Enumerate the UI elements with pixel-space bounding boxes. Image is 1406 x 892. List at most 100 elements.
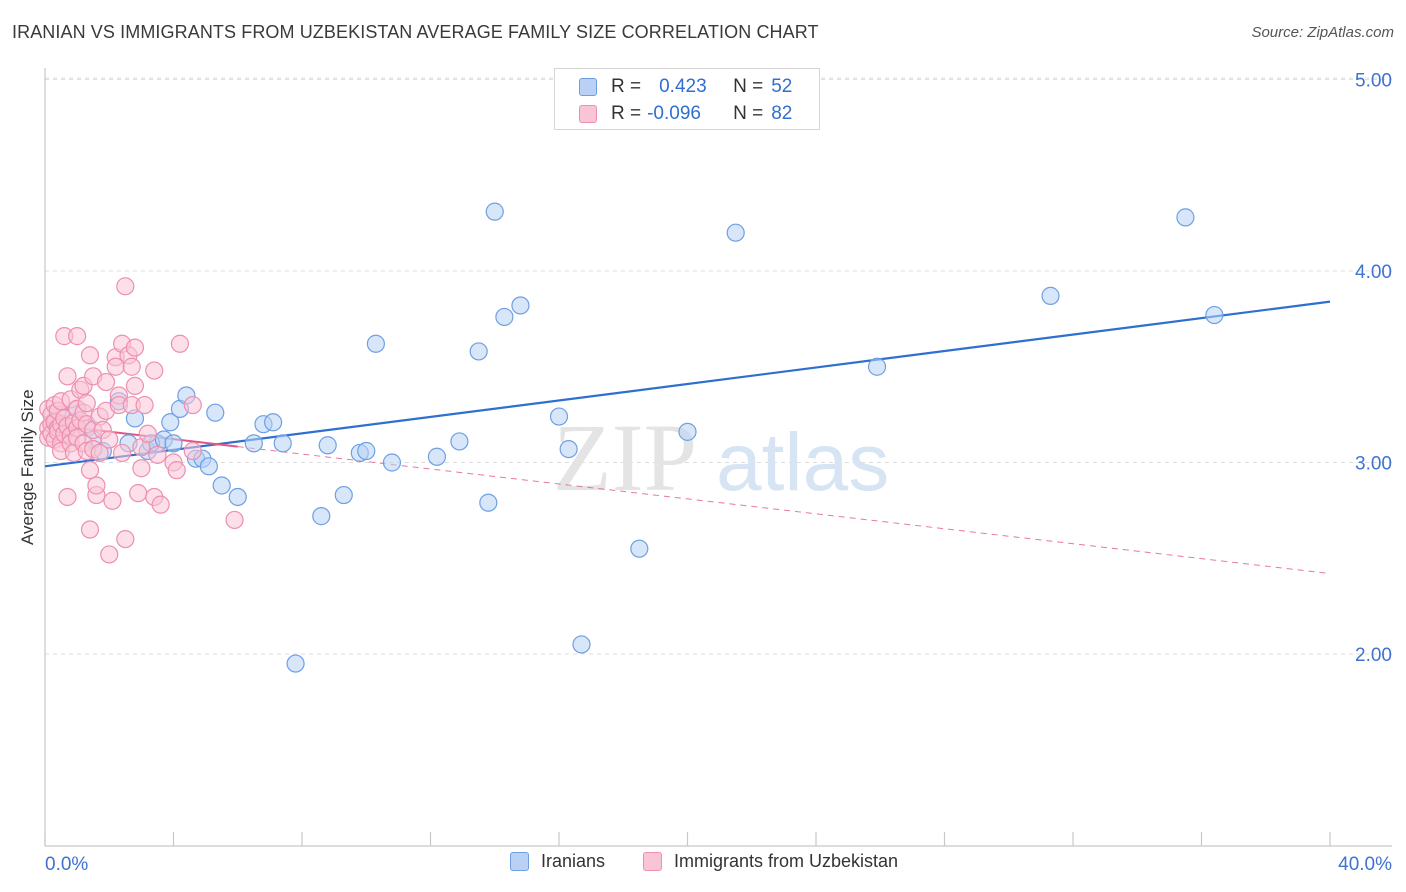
r-value: 0.423 <box>659 76 707 97</box>
stats-row-iranians: R = 0.423 N = 52 <box>579 75 792 99</box>
point-iranians <box>511 296 530 315</box>
point-iranians <box>427 447 447 466</box>
point-iranians <box>1176 208 1195 227</box>
point-uzbekistan <box>116 529 135 549</box>
point-iranians <box>273 434 292 453</box>
point-iranians <box>357 441 376 461</box>
x-tick-label: 0.0% <box>45 854 88 875</box>
point-uzbekistan <box>96 372 116 392</box>
x-tick-label: 40.0% <box>1338 854 1392 875</box>
stats-swatch-uzbekistan <box>579 105 597 123</box>
point-uzbekistan <box>58 367 77 386</box>
point-iranians <box>244 434 263 453</box>
point-iranians <box>286 654 305 673</box>
point-iranians <box>867 357 887 376</box>
y-axis-label: Average Family Size <box>18 389 37 545</box>
point-iranians <box>450 432 469 451</box>
point-uzbekistan <box>135 395 154 415</box>
point-uzbekistan <box>80 520 100 539</box>
point-uzbekistan <box>183 395 202 415</box>
point-uzbekistan <box>145 361 164 380</box>
point-uzbekistan <box>100 430 119 449</box>
point-uzbekistan <box>77 394 96 413</box>
point-iranians <box>549 407 569 426</box>
n-label: N = <box>733 76 764 97</box>
trend-line-uzbekistan-dashed <box>237 446 1331 575</box>
point-uzbekistan <box>125 338 145 357</box>
point-iranians <box>485 202 504 221</box>
point-iranians <box>469 342 488 361</box>
point-iranians <box>312 507 331 526</box>
y-tick-labels: 2.00 3.00 4.00 5.00 0.0% 40.0% <box>45 71 1392 876</box>
point-uzbekistan <box>80 461 100 480</box>
point-uzbekistan <box>138 424 157 443</box>
n-value: 82 <box>771 103 793 124</box>
point-iranians <box>630 539 649 558</box>
n-value: 52 <box>771 76 793 97</box>
point-uzbekistan <box>125 376 145 395</box>
point-uzbekistan <box>116 277 135 296</box>
point-uzbekistan <box>132 459 151 478</box>
point-uzbekistan <box>68 327 87 346</box>
legend-label: Iranians <box>541 851 606 871</box>
point-uzbekistan <box>103 491 122 510</box>
watermark-atlas: atlas <box>716 417 889 508</box>
stats-swatch-iranians <box>579 78 597 96</box>
point-iranians <box>164 434 183 453</box>
point-uzbekistan <box>58 487 77 507</box>
point-iranians <box>495 307 514 327</box>
y-tick-label: 4.00 <box>1355 262 1392 283</box>
point-uzbekistan <box>151 495 170 514</box>
point-uzbekistan <box>80 346 100 365</box>
point-iranians <box>678 422 697 441</box>
n-label: N = <box>733 103 764 124</box>
legend-item-iranians[interactable]: Iranians <box>510 851 605 872</box>
point-iranians <box>559 439 578 459</box>
point-uzbekistan <box>170 334 190 353</box>
point-iranians <box>382 453 402 472</box>
point-iranians <box>212 476 231 495</box>
point-uzbekistan <box>129 484 148 503</box>
legend-swatch-iranians <box>510 852 529 871</box>
point-iranians <box>366 334 385 353</box>
grid-lines <box>45 77 1392 655</box>
point-uzbekistan <box>148 445 167 464</box>
axes <box>44 68 1392 847</box>
point-uzbekistan <box>112 443 132 463</box>
source-label: Source: ZipAtlas.com <box>1251 24 1394 41</box>
point-iranians <box>263 413 283 432</box>
point-uzbekistan <box>183 441 202 461</box>
point-iranians <box>726 223 745 242</box>
r-label: R = <box>611 76 642 97</box>
point-uzbekistan <box>167 461 186 480</box>
point-iranians <box>206 403 225 422</box>
y-tick-label: 2.00 <box>1355 645 1392 666</box>
point-uzbekistan <box>225 510 244 530</box>
legend-label: Immigrants from Uzbekistan <box>674 851 899 871</box>
point-iranians <box>479 493 498 512</box>
y-tick-label: 3.00 <box>1355 454 1392 475</box>
point-iranians <box>318 436 337 455</box>
legend-item-uzbekistan[interactable]: Immigrants from Uzbekistan <box>643 851 898 872</box>
point-iranians <box>228 487 247 507</box>
data-points <box>39 202 1224 673</box>
point-uzbekistan <box>87 476 106 495</box>
point-iranians <box>1041 286 1060 305</box>
watermark-zip: ZIP <box>553 404 697 511</box>
point-iranians <box>161 413 180 432</box>
point-iranians <box>1205 305 1224 325</box>
stats-box: R = 0.423 N = 52 R = -0.096 N = 82 <box>554 68 820 130</box>
stats-row-uzbekistan: R = -0.096 N = 82 <box>579 102 792 126</box>
r-label: R = <box>611 103 642 124</box>
point-uzbekistan <box>100 545 119 564</box>
point-iranians <box>334 485 353 505</box>
chart-title: IRANIAN VS IMMIGRANTS FROM UZBEKISTAN AV… <box>12 22 819 42</box>
y-tick-label: 5.00 <box>1355 71 1392 92</box>
point-iranians <box>572 635 591 654</box>
r-value: -0.096 <box>647 103 701 124</box>
point-uzbekistan <box>90 443 109 463</box>
point-uzbekistan <box>122 357 141 376</box>
point-iranians <box>199 457 218 476</box>
legend-swatch-uzbekistan <box>643 852 662 871</box>
